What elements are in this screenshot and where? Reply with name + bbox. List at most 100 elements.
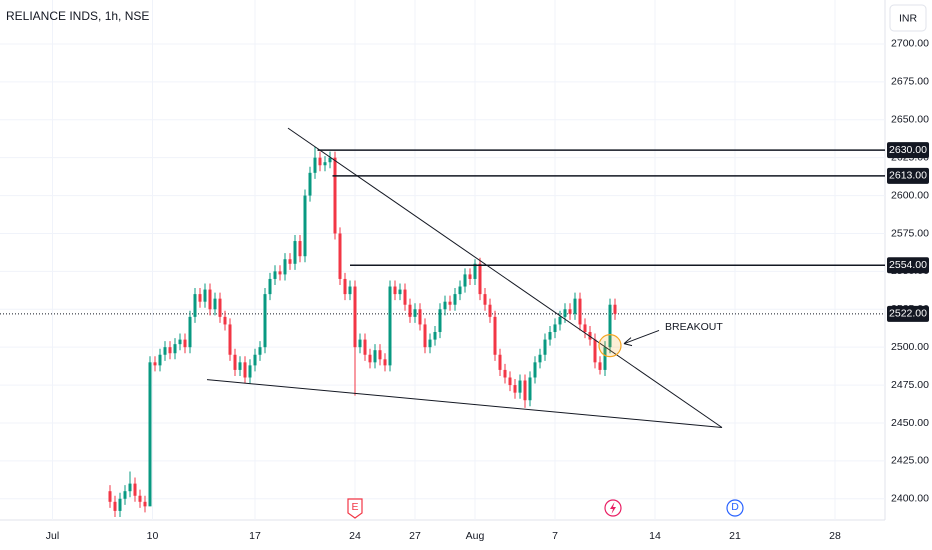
candle-body	[378, 350, 382, 360]
x-tick-label: Jul	[46, 530, 59, 542]
y-tick-label: 2400.00	[891, 493, 929, 505]
candle-body	[448, 301, 452, 305]
x-tick-label: 17	[249, 530, 261, 542]
trendline	[206, 379, 723, 429]
annotation-text: BREAKOUT	[665, 321, 723, 333]
candle-body	[443, 301, 447, 310]
candle-body	[208, 289, 212, 310]
x-tick-label: Aug	[466, 530, 485, 542]
candle-body	[343, 278, 347, 295]
level-price-box	[887, 142, 929, 159]
candle-body	[548, 332, 552, 340]
candle-body	[563, 309, 567, 317]
candle-body	[173, 344, 177, 354]
candle-body	[108, 491, 112, 502]
candle-body	[143, 501, 147, 507]
candle-body	[293, 241, 297, 264]
candle-body	[558, 316, 562, 325]
candle-body	[553, 324, 557, 333]
split-event-icon	[604, 499, 622, 517]
x-tick-label: 28	[829, 530, 841, 542]
candle-body	[218, 298, 222, 317]
axes: 2400.002425.002450.002475.002500.002525.…	[46, 38, 929, 542]
candle-body	[423, 324, 427, 348]
candle-body	[433, 332, 437, 340]
candle-body	[348, 286, 352, 295]
candle-body	[568, 309, 572, 314]
candle-body	[238, 362, 242, 370]
candle-body	[128, 483, 132, 492]
y-tick-label: 2425.00	[891, 455, 929, 467]
candle-body	[253, 354, 257, 366]
candle-body	[508, 377, 512, 386]
plot	[0, 127, 885, 517]
candle-body	[223, 316, 227, 325]
event-label: E	[351, 501, 358, 513]
candle-body	[608, 304, 612, 348]
breakout-circle	[598, 334, 622, 358]
candle-body	[383, 359, 387, 366]
candle-body	[243, 362, 247, 378]
candle-body	[593, 339, 597, 363]
candle-body	[523, 380, 527, 401]
level-price-label: 2630.00	[889, 144, 927, 156]
candle-body	[248, 365, 252, 378]
candle-body	[358, 339, 362, 348]
candle-body	[393, 286, 397, 295]
candle-body	[303, 195, 307, 257]
candle-body	[463, 274, 467, 287]
candle-body	[598, 362, 602, 370]
chart-title: RELIANCE INDS, 1h, NSE	[6, 9, 149, 23]
candle-body	[453, 294, 457, 305]
candle-body	[183, 339, 187, 348]
candle-body	[458, 286, 462, 295]
candle-body	[233, 354, 237, 370]
currency-button[interactable]	[889, 4, 927, 32]
candle-body	[333, 157, 337, 234]
x-tick-label: 21	[729, 530, 741, 542]
candle-body	[193, 294, 197, 317]
level-price-box	[887, 257, 929, 274]
candle-body	[178, 339, 182, 345]
x-tick-label: 27	[409, 530, 421, 542]
level-price-label: 2554.00	[889, 259, 927, 271]
currency-label[interactable]: INR	[899, 12, 918, 24]
candle-body	[138, 495, 142, 502]
candle-body	[118, 498, 122, 511]
candle-body	[543, 339, 547, 355]
candle-body	[613, 304, 617, 314]
y-tick-label: 2475.00	[891, 379, 929, 391]
candle-body	[148, 362, 152, 507]
grid	[0, 0, 885, 520]
candle-body	[488, 304, 492, 317]
candle-body	[603, 347, 607, 370]
event-label: D	[731, 501, 739, 513]
candle-body	[258, 347, 262, 355]
candle-body	[468, 274, 472, 279]
y-tick-label: 2675.00	[891, 76, 929, 88]
candle-body	[503, 369, 507, 378]
y-tick-label: 2575.00	[891, 227, 929, 239]
event-icon	[726, 499, 744, 517]
candle-body	[493, 316, 497, 355]
y-tick-label: 2700.00	[891, 38, 929, 50]
candle-body	[418, 309, 422, 325]
candle-body	[228, 324, 232, 355]
candle-body	[328, 157, 332, 163]
candle-body	[163, 347, 167, 355]
candle-body	[513, 385, 517, 393]
candle-body	[538, 354, 542, 363]
candle-body	[373, 350, 377, 363]
level-price-label: 2613.00	[889, 170, 927, 182]
candle-body	[188, 316, 192, 348]
candle-body	[308, 172, 312, 196]
candle-body	[573, 298, 577, 314]
candle-body	[113, 501, 117, 511]
candle-body	[268, 278, 272, 295]
x-tick-label: 7	[552, 530, 558, 542]
candle-body	[168, 347, 172, 354]
x-tick-label: 14	[649, 530, 661, 542]
candle-body	[478, 263, 482, 295]
candle-body	[533, 362, 537, 378]
